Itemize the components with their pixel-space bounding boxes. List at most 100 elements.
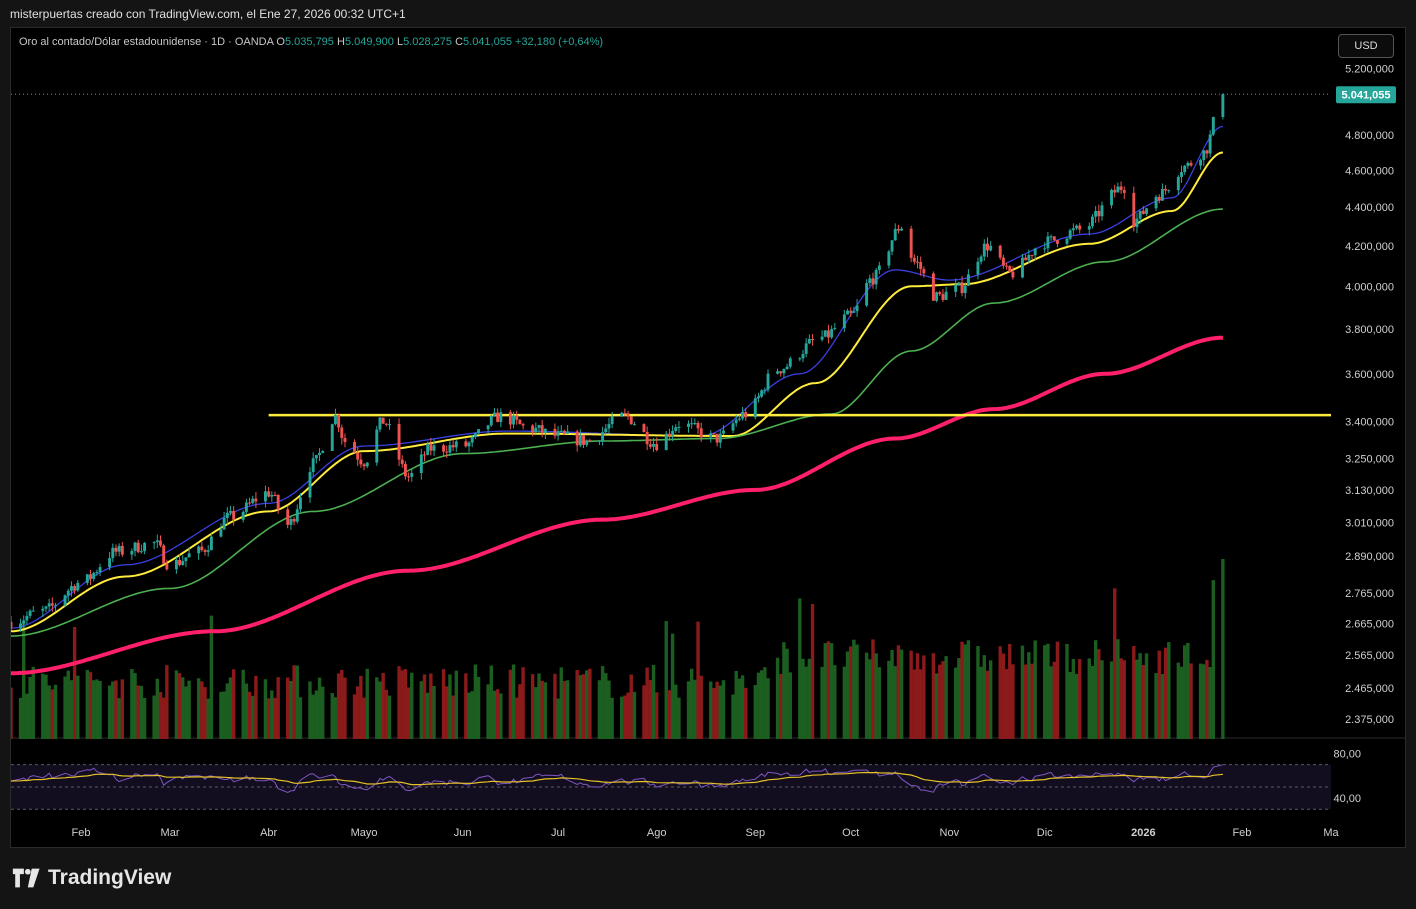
volume-bar xyxy=(979,666,983,739)
chart-container[interactable]: 5.200,000 4.800,000 4.600,000 4.400,000 4.20… xyxy=(10,27,1406,848)
volume-bar xyxy=(696,621,700,739)
candle xyxy=(566,425,570,435)
candle-body xyxy=(477,429,481,434)
candle-body xyxy=(1005,265,1009,267)
volume-bar xyxy=(406,687,411,739)
volume-bar xyxy=(321,686,325,739)
volume-bar xyxy=(155,678,160,739)
volume-bar xyxy=(721,680,726,739)
volume-bar xyxy=(72,626,77,739)
volume-bar xyxy=(66,670,70,739)
volume-bar xyxy=(1208,667,1212,739)
candle xyxy=(871,272,875,289)
candle-body xyxy=(559,430,563,432)
candle-body xyxy=(407,476,411,478)
candle-body xyxy=(912,257,916,262)
candle xyxy=(270,491,274,502)
volume-bar xyxy=(953,667,958,739)
candle xyxy=(19,618,22,633)
candle-body xyxy=(1065,238,1069,244)
candle-body xyxy=(1145,208,1148,214)
candle-body xyxy=(645,432,649,445)
candle-body xyxy=(982,243,986,257)
candle xyxy=(699,422,703,442)
volume-bar xyxy=(899,649,904,739)
volume-bar xyxy=(820,666,824,739)
volume-bar xyxy=(266,698,271,739)
volume-bar xyxy=(782,642,786,739)
candle xyxy=(1021,254,1024,279)
candle-body xyxy=(340,427,344,438)
price-chart[interactable]: 5.200,000 4.800,000 4.600,000 4.400,000 4.20… xyxy=(11,28,1406,848)
volume-bar xyxy=(69,680,74,739)
candle-body xyxy=(944,291,948,300)
candle xyxy=(28,609,32,619)
candle xyxy=(941,289,945,302)
candle xyxy=(419,448,423,480)
volume-bar xyxy=(511,664,516,739)
volume-bar xyxy=(378,681,382,739)
volume-bar xyxy=(95,679,99,739)
candle-body xyxy=(264,491,267,502)
candle-body xyxy=(865,283,869,306)
volume-bar xyxy=(801,658,805,739)
currency-button[interactable]: USD xyxy=(1338,34,1394,58)
candle-body xyxy=(28,610,32,616)
price-axis-tick-label: 2.890,000 xyxy=(1345,551,1394,563)
volume-bar xyxy=(222,691,226,739)
moving-average-mid xyxy=(11,151,1224,633)
volume-bar xyxy=(1221,559,1225,739)
volume-bar xyxy=(181,677,185,739)
candle-body xyxy=(1001,257,1005,266)
candle-body xyxy=(232,510,236,520)
volume-bar xyxy=(585,670,589,739)
candle xyxy=(601,426,605,446)
volume-bar xyxy=(495,689,500,739)
candle-body xyxy=(782,369,786,374)
candle-body xyxy=(922,269,926,274)
candle-body xyxy=(1202,150,1206,161)
time-axis-tick-label: Oct xyxy=(842,827,859,839)
candle xyxy=(652,438,655,453)
candle-body xyxy=(877,265,881,270)
candle xyxy=(241,510,245,523)
volume-bar xyxy=(648,679,653,739)
candle xyxy=(531,424,535,437)
candle xyxy=(766,369,770,393)
candle-body xyxy=(874,269,878,285)
volume-bar xyxy=(375,677,379,739)
volume-bar xyxy=(849,646,853,739)
candle xyxy=(120,542,124,557)
candle-body xyxy=(1087,226,1091,230)
volume-bar xyxy=(877,667,882,739)
candle xyxy=(1030,254,1034,260)
candle xyxy=(1100,201,1104,221)
candle xyxy=(76,580,80,592)
volume-bar xyxy=(470,691,474,739)
candle xyxy=(11,615,13,631)
candle-body xyxy=(849,310,853,313)
volume-bar xyxy=(845,651,850,739)
candle xyxy=(807,334,811,345)
candle-body xyxy=(696,423,700,429)
candle xyxy=(1176,175,1180,195)
volume-bar xyxy=(1135,659,1139,739)
candle xyxy=(757,392,760,403)
candle xyxy=(92,571,96,582)
volume-bar xyxy=(645,667,649,739)
candle-body xyxy=(731,423,735,431)
candle xyxy=(50,597,54,612)
candle xyxy=(865,279,869,307)
volume-bar xyxy=(744,687,748,739)
candle xyxy=(470,434,474,448)
volume-bar xyxy=(537,673,541,739)
volume-bar xyxy=(130,668,134,739)
candle xyxy=(935,291,939,303)
volume-bar xyxy=(343,677,347,739)
candle xyxy=(31,606,35,612)
volume-bar xyxy=(292,665,296,739)
candle-body xyxy=(531,425,535,433)
volume-bar xyxy=(759,670,764,739)
candle xyxy=(162,543,166,565)
time-axis-tick-label: Mayo xyxy=(351,827,378,839)
